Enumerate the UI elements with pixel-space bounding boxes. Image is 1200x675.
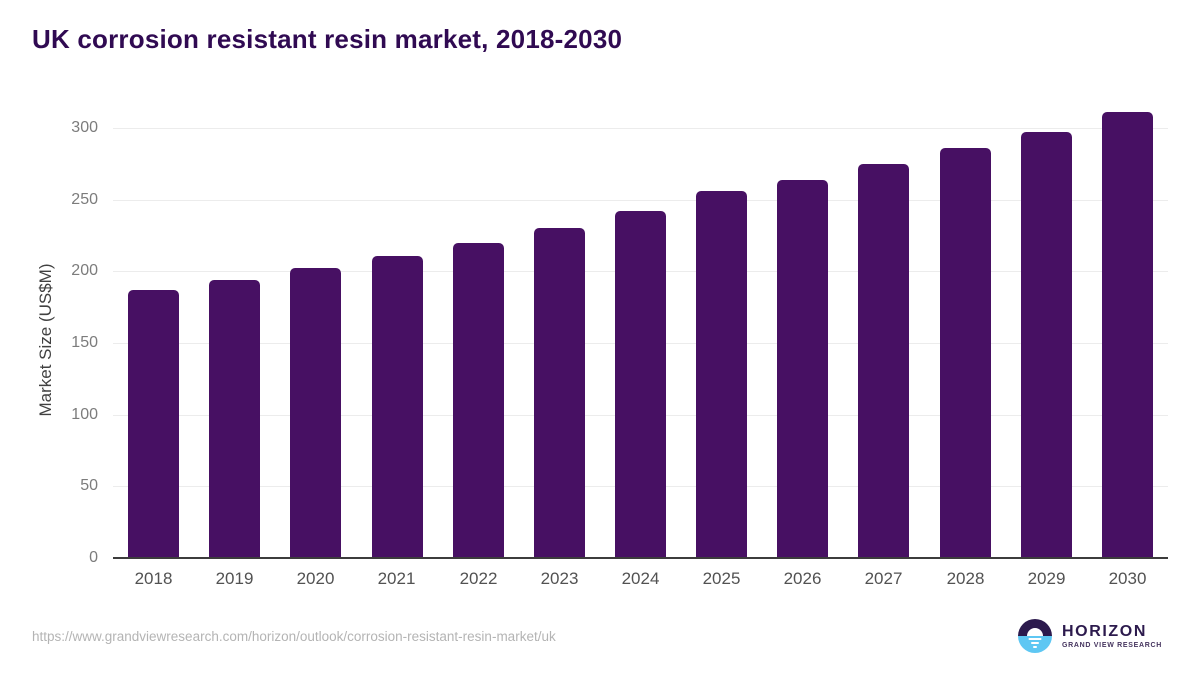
x-tick-label: 2030 bbox=[1108, 569, 1147, 588]
bar bbox=[940, 148, 991, 558]
bar bbox=[534, 228, 585, 558]
y-tick-label: 100 bbox=[71, 406, 98, 423]
icon-water-half bbox=[1018, 636, 1052, 653]
x-tick-label: 2025 bbox=[702, 569, 741, 588]
x-tick-label: 2018 bbox=[134, 569, 173, 588]
y-tick-label: 150 bbox=[71, 334, 98, 351]
x-tick-label: 2020 bbox=[296, 569, 335, 588]
x-tick-label: 2019 bbox=[215, 569, 254, 588]
x-tick-label: 2026 bbox=[783, 569, 822, 588]
source-url: https://www.grandviewresearch.com/horizo… bbox=[32, 629, 556, 644]
x-tick-label: 2029 bbox=[1027, 569, 1066, 588]
ripple-line bbox=[1031, 642, 1039, 644]
x-tick-label: 2023 bbox=[540, 569, 579, 588]
sun-shape bbox=[1027, 628, 1043, 636]
ripple-line bbox=[1033, 646, 1037, 648]
bar bbox=[128, 290, 179, 558]
bar bbox=[615, 211, 666, 558]
bar bbox=[453, 243, 504, 558]
x-tick-label: 2028 bbox=[946, 569, 985, 588]
bar bbox=[858, 164, 909, 558]
brand-subtitle: GRAND VIEW RESEARCH bbox=[1062, 642, 1163, 649]
sun-over-water-icon bbox=[1018, 619, 1052, 653]
x-tick-label: 2024 bbox=[621, 569, 660, 588]
bar bbox=[777, 180, 828, 558]
ripple-line bbox=[1028, 638, 1042, 640]
y-tick-label: 0 bbox=[89, 549, 98, 566]
bar bbox=[372, 256, 423, 558]
bar bbox=[290, 268, 341, 558]
bar bbox=[1102, 112, 1153, 558]
icon-sky-half bbox=[1018, 619, 1052, 636]
brand-logo: HORIZON GRAND VIEW RESEARCH bbox=[1018, 619, 1162, 653]
x-tick-label: 2027 bbox=[864, 569, 903, 588]
chart-title: UK corrosion resistant resin market, 201… bbox=[32, 24, 623, 54]
bar bbox=[1021, 132, 1072, 558]
gridline bbox=[113, 200, 1168, 201]
y-tick-label: 250 bbox=[71, 191, 98, 208]
y-tick-label: 50 bbox=[80, 477, 98, 494]
x-axis-line bbox=[113, 557, 1168, 559]
x-tick-label: 2021 bbox=[377, 569, 416, 588]
bar bbox=[696, 191, 747, 558]
y-tick-label: 300 bbox=[71, 119, 98, 136]
x-tick-label: 2022 bbox=[459, 569, 498, 588]
brand-name: HORIZON bbox=[1062, 623, 1147, 640]
bar bbox=[209, 280, 260, 558]
gridline bbox=[113, 128, 1168, 129]
y-tick-label: 200 bbox=[71, 262, 98, 279]
brand-text-block: HORIZON GRAND VIEW RESEARCH bbox=[1062, 623, 1162, 649]
